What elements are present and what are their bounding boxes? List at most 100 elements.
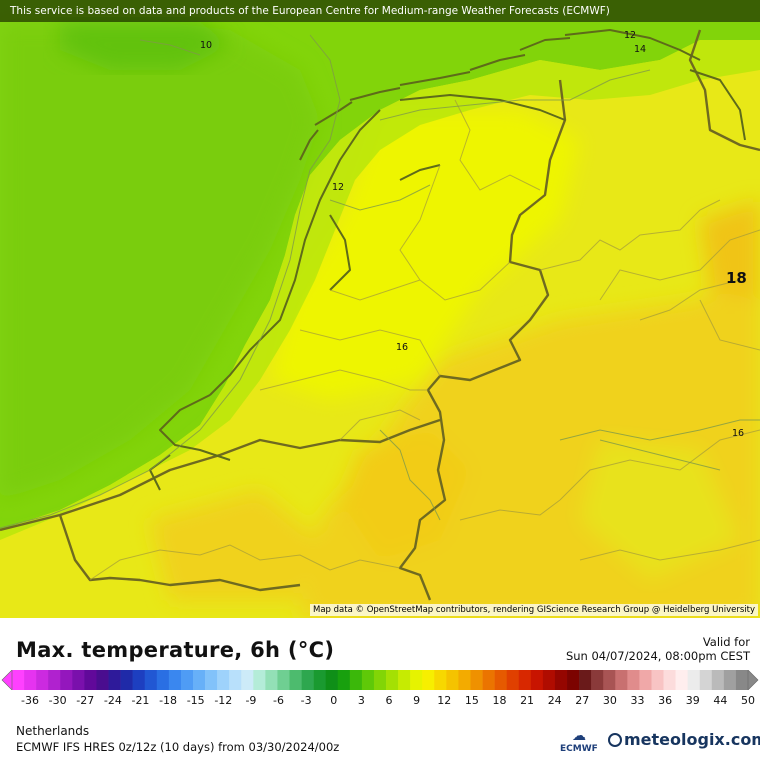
scale-tick-label: -30 — [48, 694, 67, 707]
sea-core — [0, 22, 320, 500]
scale-color-cell — [651, 670, 664, 690]
scale-color-cell — [12, 670, 25, 690]
meteologix-brand: meteologix.com — [624, 730, 760, 749]
scale-tick-label: 15 — [464, 694, 479, 707]
scale-color-cell — [180, 670, 194, 690]
scale-tick-label: -15 — [186, 694, 205, 707]
scale-tick-label: -18 — [159, 694, 178, 707]
scale-color-cell — [205, 670, 218, 690]
scale-color-cell — [24, 670, 37, 690]
scale-color-cell — [132, 670, 146, 690]
meteologix-logo[interactable]: meteologix.com — [608, 730, 760, 749]
scale-color-cell — [325, 670, 339, 690]
scale-tick-label: 3 — [357, 694, 365, 707]
province-borders — [89, 99, 760, 581]
scale-color-cell — [422, 670, 435, 690]
contour-label: 18 — [726, 269, 747, 287]
scale-color-cell — [265, 670, 278, 690]
ecmwf-attribution-banner: This service is based on data and produc… — [0, 0, 760, 22]
scale-tick-label: 33 — [630, 694, 645, 707]
scale-color-cell — [530, 670, 544, 690]
scale-color-cell — [482, 670, 495, 690]
scale-color-cell — [615, 670, 628, 690]
scale-color-cell — [458, 670, 471, 690]
scale-color-cell — [579, 670, 592, 690]
scale-tick-label: 30 — [602, 694, 617, 707]
scale-tick-label: 0 — [330, 694, 338, 707]
color-scale-ticks: -36 -30 -27 -24 -21 -18 -15 -12 -9 -6 -3 0 3 6 9 12 15 18… — [0, 694, 760, 710]
region-name: Netherlands — [16, 724, 90, 738]
scale-color-cell — [373, 670, 387, 690]
scale-color-cell — [410, 670, 423, 690]
contour-label: 14 — [634, 44, 646, 55]
scale-color-cell — [241, 670, 254, 690]
scale-color-cell — [313, 670, 327, 690]
scale-color-cell — [84, 670, 97, 690]
scale-color-cell — [96, 670, 109, 690]
scale-tick-label: 39 — [685, 694, 700, 707]
scale-color-cell — [60, 670, 73, 690]
scale-tick-label: 6 — [385, 694, 393, 707]
contour-labels: 10 12 14 12 16 16 18 — [200, 30, 747, 439]
scale-color-cell — [591, 670, 604, 690]
scale-arrow-right — [747, 670, 759, 690]
coastal-band — [0, 40, 760, 540]
map-credit[interactable]: Map data © OpenStreetMap contributors, r… — [310, 604, 758, 616]
scale-tick-label: 24 — [547, 694, 562, 707]
scale-color-cell — [675, 670, 688, 690]
scale-color-cell — [144, 670, 158, 690]
scale-color-cell — [72, 670, 85, 690]
scale-color-cell — [554, 670, 568, 690]
scale-color-cell — [494, 670, 507, 690]
scale-tick-label: 9 — [413, 694, 421, 707]
ecmwf-logo-text: ECMWF — [560, 744, 598, 754]
scale-tick-label: 44 — [713, 694, 728, 707]
contour-label: 10 — [200, 40, 212, 51]
scale-color-cell — [192, 670, 206, 690]
ecmwf-icon: ☁ — [572, 728, 586, 744]
scale-tick-label: 27 — [575, 694, 590, 707]
scale-color-cell — [639, 670, 652, 690]
scale-color-cell — [723, 670, 737, 690]
valid-for-label: Valid for — [702, 635, 750, 649]
scale-color-cell — [337, 670, 351, 690]
scale-color-cell — [711, 670, 725, 690]
scale-tick-label: 12 — [437, 694, 452, 707]
ecmwf-logo[interactable]: ☁ ECMWF — [558, 728, 604, 756]
scale-color-cell — [361, 670, 375, 690]
scale-tick-label: -27 — [76, 694, 95, 707]
scale-arrow-left — [1, 670, 13, 690]
isotherm-lines — [0, 34, 760, 529]
scale-color-cell — [301, 670, 314, 690]
model-run-info: ECMWF IFS HRES 0z/12z (10 days) from 03/… — [16, 740, 340, 754]
bright-zone — [270, 110, 580, 400]
scale-color-cell — [398, 670, 411, 690]
scale-color-cell — [229, 670, 242, 690]
scale-color-cell — [36, 670, 49, 690]
scale-color-cell — [446, 670, 459, 690]
valid-time: Sun 04/07/2024, 08:00pm CEST — [565, 649, 750, 663]
meteologix-icon — [608, 733, 622, 747]
scale-color-cell — [168, 670, 182, 690]
scale-color-cell — [217, 670, 230, 690]
contour-label: 12 — [624, 30, 636, 41]
map-canvas: 10 12 14 12 16 16 18 — [0, 0, 760, 618]
scale-tick-label: 50 — [741, 694, 755, 707]
contour-label: 16 — [396, 342, 408, 353]
scale-color-cell — [156, 670, 170, 690]
scale-color-cell — [663, 670, 676, 690]
scale-color-cell — [48, 670, 61, 690]
scale-tick-label: -6 — [273, 694, 285, 707]
scale-tick-label: -9 — [245, 694, 257, 707]
scale-tick-label: -21 — [131, 694, 150, 707]
map-title: Max. temperature, 6h (°C) — [16, 638, 335, 662]
contour-label: 12 — [332, 182, 344, 193]
temperature-map[interactable]: 10 12 14 12 16 16 18 This service is bas… — [0, 0, 760, 618]
scale-color-cell — [434, 670, 447, 690]
scale-tick-label: -3 — [300, 694, 312, 707]
scale-color-cell — [687, 670, 701, 690]
contour-label: 16 — [732, 428, 744, 439]
scale-color-cell — [699, 670, 713, 690]
scale-color-cell — [567, 670, 580, 690]
scale-tick-label: 21 — [520, 694, 535, 707]
